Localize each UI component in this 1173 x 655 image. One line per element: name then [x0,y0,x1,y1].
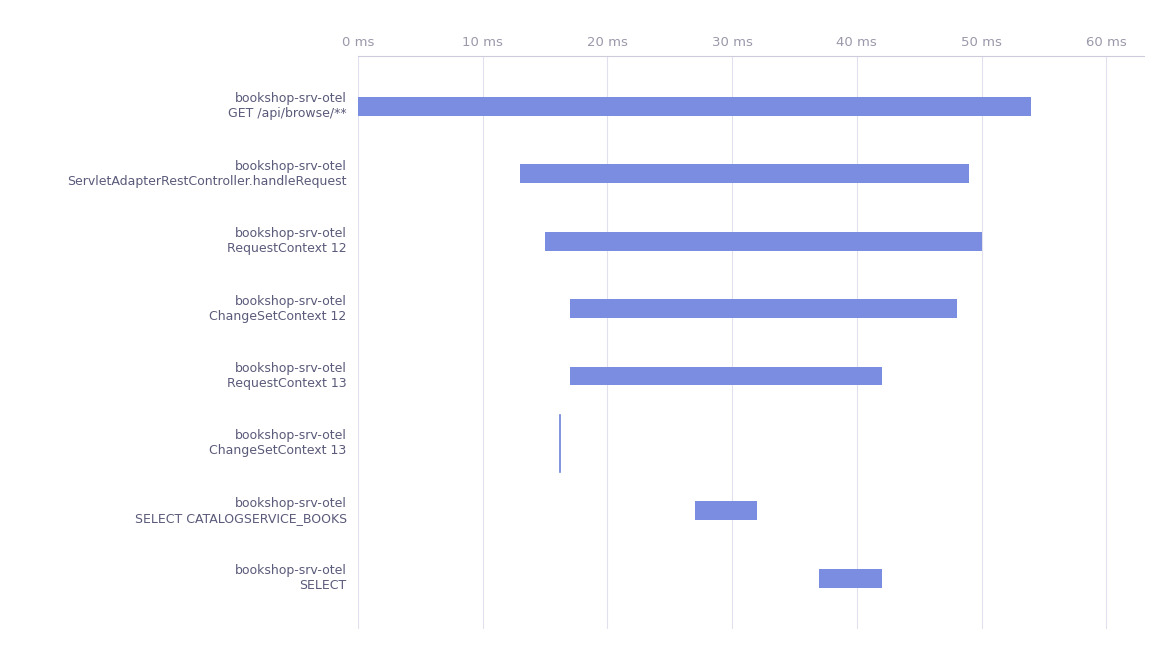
Bar [358,97,1031,116]
Bar [570,299,956,318]
Bar [694,501,757,520]
Bar [545,232,982,251]
Bar [520,164,969,183]
Bar [570,367,882,385]
Bar [819,569,882,588]
